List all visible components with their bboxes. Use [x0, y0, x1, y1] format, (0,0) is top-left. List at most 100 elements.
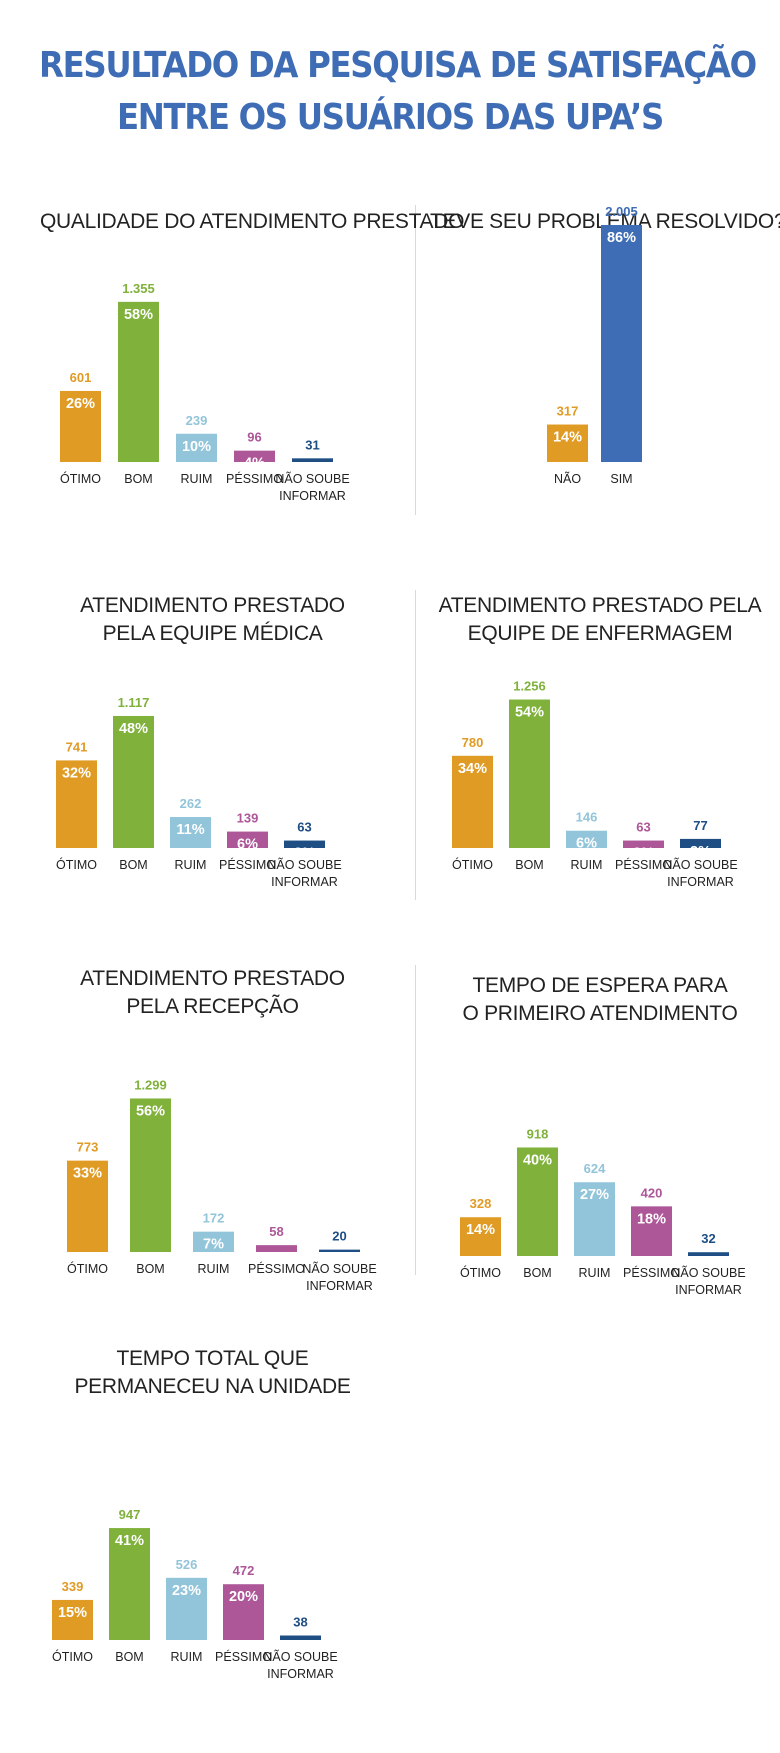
value-label: 58 — [269, 1224, 283, 1239]
chart-title-line: TEMPO DE ESPERA PARA — [472, 974, 728, 997]
bar — [566, 830, 607, 848]
value-label: 20 — [332, 1229, 346, 1244]
bar — [234, 450, 275, 462]
percent-label: 33% — [73, 1166, 102, 1182]
value-label: 918 — [527, 1126, 549, 1141]
category-label: RUIM — [198, 1262, 230, 1276]
chart-title: ATENDIMENTO PRESTADO PELA EQUIPE MÉDICA — [40, 592, 385, 648]
bar — [227, 831, 268, 848]
percent-label: 23% — [172, 1583, 201, 1599]
chart-title-line: ATENDIMENTO PRESTADO PELA — [438, 594, 762, 617]
category-label: SIM — [610, 472, 632, 486]
chart-title-line: ATENDIMENTO PRESTADO — [80, 594, 345, 617]
bar — [67, 1160, 108, 1252]
category-label: BOM — [124, 472, 152, 486]
chart-title-line: O PRIMEIRO ATENDIMENTO — [462, 1002, 738, 1025]
bar — [517, 1147, 558, 1256]
percent-label: 40% — [523, 1152, 552, 1168]
bar — [460, 1217, 501, 1256]
bar — [118, 301, 159, 462]
percent-label: 15% — [58, 1605, 87, 1621]
value-label: 172 — [203, 1211, 225, 1226]
value-label: 2.005 — [605, 204, 638, 219]
value-label: 526 — [176, 1557, 198, 1572]
percent-label: 18% — [637, 1211, 666, 1227]
value-label: 1.256 — [513, 679, 546, 694]
bar — [547, 424, 588, 462]
percent-label: 26% — [66, 396, 95, 412]
category-label: PÉSSIMO — [219, 857, 276, 872]
chart-title-line: PERMANECEU NA UNIDADE — [74, 1375, 351, 1398]
page-title-line-1: RESULTADO DA PESQUISA DE SATISFAÇÃO — [39, 45, 757, 86]
category-label: PÉSSIMO — [226, 471, 283, 486]
percent-label: 7% — [203, 1237, 224, 1253]
bar — [280, 1635, 321, 1640]
value-label: 38 — [293, 1615, 307, 1630]
bar — [193, 1231, 234, 1252]
category-label: NÃO SOUBE INFORMAR — [302, 1262, 376, 1293]
bar — [601, 225, 642, 462]
chart-title-line: TEVE SEU PROBLEMA RESOLVIDO? — [430, 210, 780, 233]
value-label: 1.117 — [118, 695, 150, 710]
category-label: RUIM — [181, 472, 213, 486]
percent-label: 27% — [580, 1187, 609, 1203]
value-label: 1.299 — [134, 1077, 167, 1092]
category-label: PÉSSIMO — [248, 1261, 305, 1276]
chart-title: TEVE SEU PROBLEMA RESOLVIDO? — [430, 208, 780, 236]
category-label: NÃO SOUBE INFORMAR — [275, 472, 349, 503]
value-label: 63 — [297, 820, 311, 835]
category-label: RUIM — [571, 858, 603, 872]
bar — [256, 1245, 297, 1252]
value-label: 31 — [305, 437, 319, 452]
category-label: NÃO — [554, 472, 581, 486]
value-label: 32 — [701, 1231, 715, 1246]
chart-title-line: QUALIDADE DO ATENDIMENTO PRESTADO — [40, 210, 465, 233]
bar — [170, 817, 211, 848]
category-label: RUIM — [171, 1650, 203, 1664]
percent-label: 54% — [515, 705, 544, 721]
percent-label: 4% — [244, 456, 265, 472]
percent-label: 41% — [115, 1533, 144, 1549]
category-label: PÉSSIMO — [215, 1649, 272, 1664]
bar — [509, 699, 550, 848]
category-label: BOM — [523, 1266, 551, 1280]
value-label: 146 — [576, 810, 598, 825]
category-label: ÓTIMO — [52, 1649, 93, 1664]
value-label: 63 — [636, 820, 650, 835]
percent-label: 1% — [698, 1257, 719, 1273]
percent-label: 14% — [553, 430, 582, 446]
value-label: 139 — [237, 811, 259, 826]
chart-title: QUALIDADE DO ATENDIMENTO PRESTADO — [40, 208, 465, 236]
bar — [113, 715, 154, 848]
percent-label: 34% — [458, 761, 487, 777]
percent-label: 6% — [237, 837, 258, 853]
chart-title: TEMPO DE ESPERA PARA O PRIMEIRO ATENDIMEN… — [430, 972, 770, 1028]
value-label: 262 — [180, 796, 202, 811]
percent-label: 3% — [294, 846, 315, 862]
percent-label: 48% — [119, 721, 148, 737]
value-label: 472 — [233, 1563, 255, 1578]
chart-title-line: ATENDIMENTO PRESTADO — [80, 967, 345, 990]
category-label: NÃO SOUBE INFORMAR — [671, 1266, 745, 1297]
category-label: NÃO SOUBE INFORMAR — [663, 858, 737, 889]
value-label: 328 — [470, 1196, 492, 1211]
value-label: 601 — [70, 370, 92, 385]
value-label: 239 — [186, 413, 208, 428]
value-label: 317 — [557, 404, 579, 419]
percent-label: 3% — [633, 846, 654, 862]
bar — [688, 1252, 729, 1256]
column-divider-2 — [415, 590, 416, 900]
category-label: ÓTIMO — [67, 1261, 108, 1276]
category-label: ÓTIMO — [452, 857, 493, 872]
percent-label: 56% — [136, 1103, 165, 1119]
page-title-line-2: ENTRE OS USUÁRIOS DAS UPA’S — [116, 97, 664, 138]
bar — [574, 1182, 615, 1256]
category-label: ÓTIMO — [460, 1265, 501, 1280]
value-label: 420 — [641, 1185, 663, 1200]
percent-label: 2% — [266, 1250, 287, 1266]
percent-label: 14% — [466, 1222, 495, 1238]
